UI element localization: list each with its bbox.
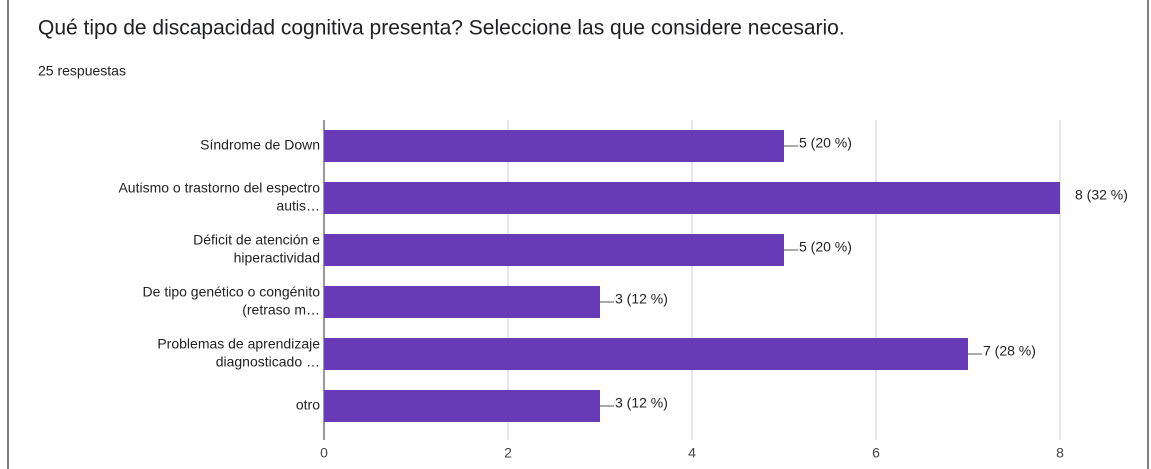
x-tick-label: 0 bbox=[320, 445, 328, 461]
y-tick-label: hiperactividad bbox=[234, 250, 320, 266]
y-tick-label: De tipo genético o congénito bbox=[143, 284, 321, 300]
y-tick-label: Autismo o trastorno del espectro bbox=[118, 180, 320, 196]
x-tick-label: 8 bbox=[1056, 445, 1064, 461]
y-tick-label: Síndrome de Down bbox=[200, 137, 320, 153]
value-label: 8 (32 %) bbox=[1075, 187, 1128, 203]
value-label: 3 (12 %) bbox=[615, 291, 668, 307]
x-tick-label: 4 bbox=[688, 445, 696, 461]
bar bbox=[324, 234, 784, 266]
y-tick-label: (retraso m… bbox=[242, 302, 320, 318]
bar bbox=[324, 130, 784, 162]
y-tick-label: diagnosticado … bbox=[216, 354, 320, 370]
bar bbox=[324, 286, 600, 318]
value-label: 5 (20 %) bbox=[799, 135, 852, 151]
value-label: 3 (12 %) bbox=[615, 395, 668, 411]
y-tick-label: Déficit de atención e bbox=[193, 232, 320, 248]
chart-title: Qué tipo de discapacidad cognitiva prese… bbox=[38, 17, 845, 40]
value-label: 5 (20 %) bbox=[799, 239, 852, 255]
y-tick-label: Problemas de aprendizaje bbox=[157, 336, 320, 352]
y-tick-label: autis… bbox=[276, 198, 320, 214]
frame bbox=[7, 0, 1149, 469]
bar bbox=[324, 338, 968, 370]
bar bbox=[324, 182, 1060, 214]
y-tick-label: otro bbox=[296, 397, 320, 413]
x-tick-label: 2 bbox=[504, 445, 512, 461]
x-tick-label: 6 bbox=[872, 445, 880, 461]
value-label: 7 (28 %) bbox=[983, 343, 1036, 359]
chart-subtitle: 25 respuestas bbox=[38, 63, 126, 79]
bar bbox=[324, 390, 600, 422]
